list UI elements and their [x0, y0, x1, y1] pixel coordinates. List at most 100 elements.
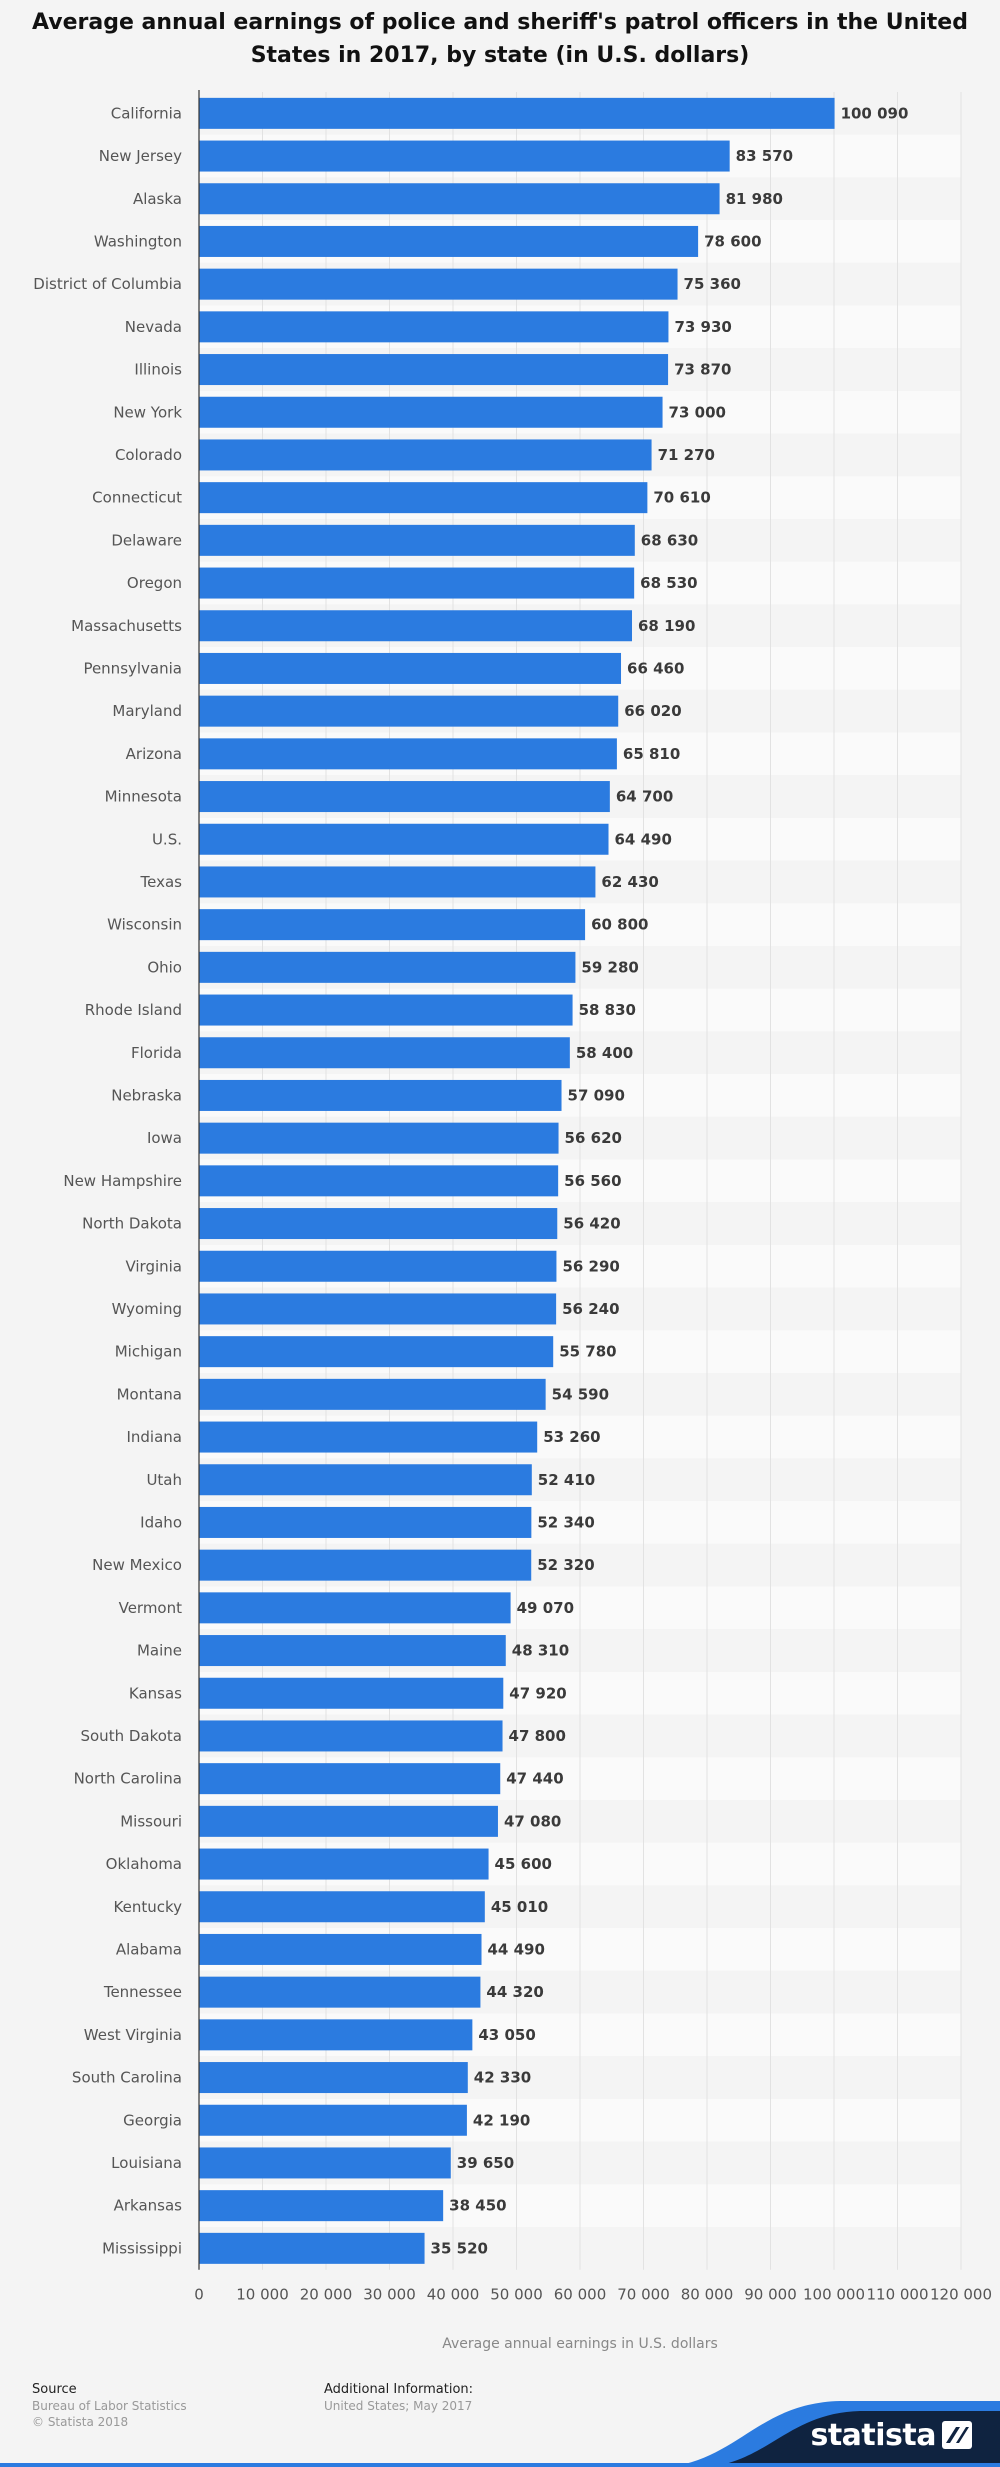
value-label: 49 070	[517, 1599, 574, 1617]
bar-idaho	[199, 1506, 532, 1538]
statista-brand-graphic	[670, 2401, 1000, 2467]
value-label: 56 420	[563, 1215, 620, 1233]
bar-oklahoma	[199, 1848, 489, 1880]
bar-michigan	[199, 1336, 554, 1368]
value-label: 45 600	[495, 1855, 552, 1873]
category-label: Nebraska	[111, 1086, 182, 1104]
value-label: 81 980	[726, 190, 783, 208]
value-label: 68 630	[641, 531, 698, 549]
bar-maine	[199, 1635, 506, 1667]
category-label: Kansas	[129, 1684, 182, 1702]
bar-washington	[199, 225, 699, 257]
bar-south-dakota	[199, 1720, 503, 1752]
category-label: Vermont	[119, 1599, 183, 1617]
category-label: Oregon	[127, 574, 182, 592]
bar-kentucky	[199, 1891, 485, 1923]
statista-logo-icon	[942, 2421, 972, 2449]
category-label: Mississippi	[102, 2239, 182, 2257]
bar-arizona	[199, 738, 617, 770]
bar-pennsylvania	[199, 652, 622, 684]
bar-virginia	[199, 1250, 557, 1282]
category-label: California	[111, 104, 182, 122]
category-label: Colorado	[115, 446, 182, 464]
bar-indiana	[199, 1421, 538, 1453]
category-label: West Virginia	[84, 2026, 182, 2044]
value-label: 43 050	[478, 2026, 535, 2044]
bar-montana	[199, 1378, 546, 1410]
value-label: 58 830	[579, 1001, 636, 1019]
value-label: 73 930	[674, 318, 731, 336]
bar-new-york	[199, 396, 663, 428]
value-label: 52 410	[538, 1471, 595, 1489]
value-label: 54 590	[552, 1385, 609, 1403]
category-label: Kentucky	[114, 1898, 183, 1916]
category-label: New Jersey	[99, 147, 182, 165]
bar-iowa	[199, 1122, 559, 1154]
bar-colorado	[199, 439, 652, 471]
category-label: Wyoming	[112, 1300, 182, 1318]
value-label: 42 330	[474, 2069, 531, 2087]
copyright-line: © Statista 2018	[32, 2415, 129, 2429]
value-label: 52 340	[537, 1513, 594, 1531]
bar-texas	[199, 866, 596, 898]
bar-nebraska	[199, 1079, 562, 1111]
bar-maryland	[199, 695, 619, 727]
category-label: Massachusetts	[71, 617, 182, 635]
category-label: Arizona	[126, 745, 182, 763]
category-label: South Dakota	[80, 1727, 182, 1745]
category-label: Ohio	[147, 958, 182, 976]
category-label: Arkansas	[114, 2197, 183, 2215]
category-label: Tennessee	[103, 1983, 182, 2001]
statista-logo[interactable]: statista	[810, 2418, 936, 2453]
category-label: Georgia	[123, 2111, 182, 2129]
value-label: 66 460	[627, 659, 684, 677]
info-line: United States; May 2017	[324, 2399, 473, 2413]
source-line: Bureau of Labor Statistics	[32, 2399, 187, 2413]
category-label: Louisiana	[111, 2154, 182, 2172]
x-tick-label: 30 000	[363, 2286, 416, 2304]
value-label: 52 320	[537, 1556, 594, 1574]
category-label: District of Columbia	[33, 275, 182, 293]
value-label: 71 270	[658, 446, 715, 464]
bar-north-carolina	[199, 1763, 501, 1795]
category-label: Texas	[140, 873, 183, 891]
value-label: 39 650	[457, 2154, 514, 2172]
category-label: Utah	[146, 1471, 182, 1489]
bar-new-mexico	[199, 1549, 532, 1581]
value-label: 47 080	[504, 1812, 561, 1830]
bar-kansas	[199, 1677, 504, 1709]
category-label: Idaho	[140, 1513, 182, 1531]
bar-florida	[199, 1037, 570, 1069]
x-tick-label: 70 000	[617, 2286, 670, 2304]
source-block: Source Bureau of Labor Statistics © Stat…	[32, 2382, 187, 2430]
x-tick-label: 0	[194, 2286, 204, 2304]
category-label: New Hampshire	[63, 1172, 182, 1190]
value-label: 48 310	[512, 1642, 569, 1660]
value-label: 64 700	[616, 788, 673, 806]
value-label: 56 560	[564, 1172, 621, 1190]
bar-u-s-	[199, 823, 609, 855]
bar-louisiana	[199, 2147, 451, 2179]
category-label: Alabama	[116, 1940, 182, 1958]
category-label: Alaska	[133, 190, 182, 208]
value-label: 75 360	[684, 275, 741, 293]
bar-west-virginia	[199, 2019, 473, 2051]
value-label: 66 020	[624, 702, 681, 720]
category-label: North Carolina	[74, 1770, 182, 1788]
bar-missouri	[199, 1805, 498, 1837]
value-label: 47 800	[509, 1727, 566, 1745]
category-label: Nevada	[125, 318, 182, 336]
x-tick-label: 120 000	[930, 2286, 992, 2304]
bar-tennessee	[199, 1976, 481, 2008]
bar-nevada	[199, 311, 669, 343]
x-tick-label: 110 000	[866, 2286, 928, 2304]
bar-new-hampshire	[199, 1165, 559, 1197]
x-tick-label: 60 000	[554, 2286, 607, 2304]
value-label: 78 600	[704, 232, 761, 250]
bar-mississippi	[199, 2232, 425, 2264]
bottom-accent-line	[0, 2463, 1000, 2467]
value-label: 44 320	[486, 1983, 543, 2001]
value-label: 64 490	[615, 830, 672, 848]
category-label: South Carolina	[72, 2069, 182, 2087]
value-label: 56 240	[562, 1300, 619, 1318]
